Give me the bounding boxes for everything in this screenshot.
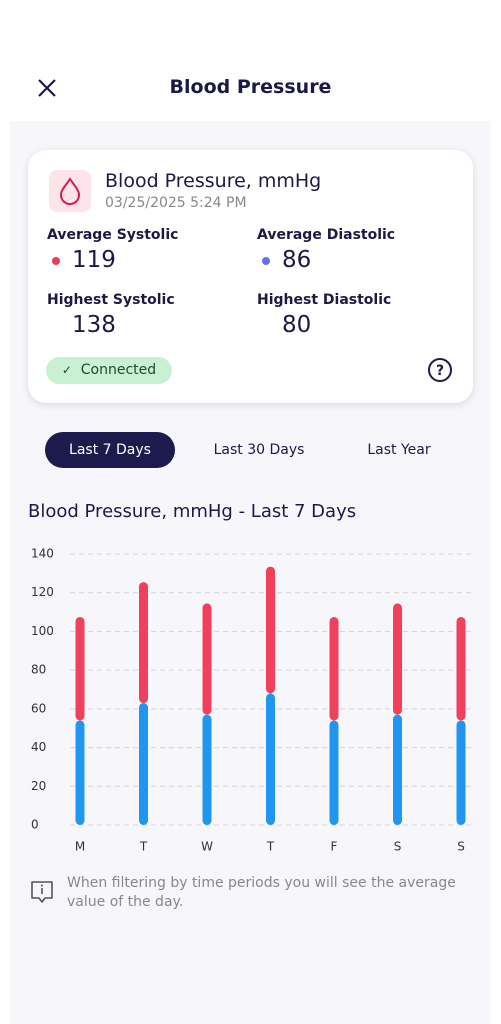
chart: 0 20 40 60 80 100 120 140 M T W T F S S bbox=[31, 547, 474, 854]
status-pill: ✓ Connected bbox=[46, 357, 172, 384]
x-tick-label: M bbox=[75, 840, 85, 854]
x-tick-label: T bbox=[266, 840, 275, 854]
stat-value: 80 bbox=[282, 312, 312, 338]
y-tick-label: 60 bbox=[31, 701, 46, 715]
x-tick-label: W bbox=[201, 840, 213, 854]
y-tick-label: 100 bbox=[31, 624, 54, 638]
svg-text:?: ? bbox=[436, 363, 444, 379]
drop-svg bbox=[59, 177, 81, 205]
bar-segment bbox=[139, 582, 148, 704]
stat-value: 138 bbox=[72, 312, 116, 338]
stat-value: 86 bbox=[282, 247, 312, 273]
bar-segment bbox=[75, 616, 85, 721]
y-tick-label: 120 bbox=[31, 585, 54, 599]
bar-segment bbox=[456, 720, 466, 825]
y-tick-label: 40 bbox=[31, 740, 46, 754]
note: When filtering by time periods you will … bbox=[67, 875, 456, 910]
bar-segment bbox=[393, 603, 402, 715]
tab[interactable]: Last 7 Days bbox=[45, 432, 175, 468]
stat-label: Average Systolic bbox=[47, 227, 179, 243]
help-button[interactable]: ? bbox=[428, 358, 452, 382]
bar-segment bbox=[393, 714, 402, 825]
stat-value-row: 119 bbox=[52, 247, 116, 273]
bar-segment bbox=[139, 703, 148, 825]
bar-segment bbox=[266, 566, 275, 694]
y-tick-label: 20 bbox=[31, 779, 46, 793]
stat-value: 119 bbox=[72, 247, 116, 273]
close-button[interactable] bbox=[36, 76, 58, 100]
stat-dot bbox=[262, 256, 270, 265]
help-icon: ? bbox=[428, 358, 452, 382]
summary-card: Blood Pressure, mmHg 03/25/2025 5:24 PM … bbox=[28, 150, 473, 403]
info-svg bbox=[31, 881, 53, 903]
x-tick-label: S bbox=[394, 840, 402, 854]
y-tick-label: 140 bbox=[31, 547, 54, 561]
x-tick-label: T bbox=[139, 840, 148, 854]
x-tick-label: S bbox=[457, 840, 465, 854]
chart-title: Blood Pressure, mmHg - Last 7 Days bbox=[28, 501, 357, 522]
stat-label: Highest Systolic bbox=[47, 292, 175, 308]
bar-segment bbox=[266, 693, 275, 825]
tab[interactable]: Last Year bbox=[367, 442, 431, 458]
bar-segment bbox=[202, 603, 212, 715]
bar-segment bbox=[202, 714, 212, 825]
bar-segment bbox=[456, 616, 466, 721]
stat-dot bbox=[52, 256, 60, 265]
stat-value-row: 138 bbox=[52, 312, 116, 338]
stat-label: Highest Diastolic bbox=[257, 292, 392, 308]
timestamp: 03/25/2025 5:24 PM bbox=[105, 195, 247, 211]
y-tick-label: 0 bbox=[31, 818, 39, 832]
card-title: Blood Pressure, mmHg bbox=[105, 170, 322, 192]
page-title: Blood Pressure bbox=[169, 76, 332, 98]
drop-icon bbox=[49, 170, 91, 212]
bar-segment bbox=[75, 720, 85, 825]
stat-value-row: 86 bbox=[262, 247, 311, 273]
y-tick-label: 80 bbox=[31, 663, 46, 677]
tab[interactable]: Last 30 Days bbox=[213, 442, 305, 458]
stat-value-row: 80 bbox=[262, 312, 311, 338]
close-icon bbox=[38, 79, 56, 97]
bar-segment bbox=[329, 720, 339, 825]
bar-segment bbox=[329, 616, 339, 721]
x-tick-label: F bbox=[331, 840, 338, 854]
stat-label: Average Diastolic bbox=[257, 227, 396, 243]
status-text: Connected bbox=[80, 362, 157, 378]
info-icon bbox=[28, 878, 56, 906]
